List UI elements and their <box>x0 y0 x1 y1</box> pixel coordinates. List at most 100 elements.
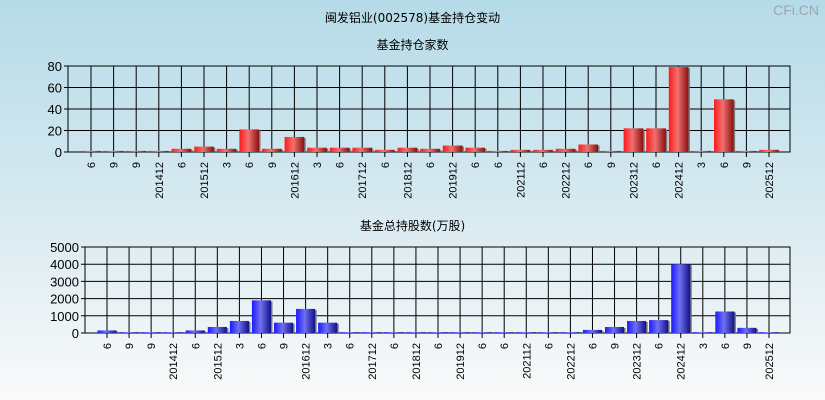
x-tick-label: 201712 <box>367 343 379 380</box>
y-tick-label: 60 <box>48 81 62 96</box>
x-tick-label: 201812 <box>402 162 414 199</box>
x-tick-label: 202412 <box>676 343 688 380</box>
x-tick-label: 202312 <box>628 162 640 199</box>
bar <box>103 150 124 152</box>
x-tick-label: 9 <box>606 162 618 168</box>
bar <box>450 332 470 333</box>
x-tick-label: 6 <box>651 162 663 168</box>
bar <box>229 320 249 333</box>
x-tick-label: 6 <box>380 162 392 168</box>
bar <box>516 332 536 333</box>
x-tick-label: 3 <box>312 162 324 168</box>
x-tick-label: 6 <box>102 343 114 349</box>
bar <box>216 148 237 152</box>
x-tick-label: 201512 <box>199 162 211 199</box>
x-tick-label: 6 <box>719 162 731 168</box>
x-tick-label: 201912 <box>448 162 460 199</box>
x-tick-label: 9 <box>742 343 754 349</box>
bar <box>194 146 214 152</box>
x-tick-label: 9 <box>267 162 279 168</box>
x-tick-label: 3 <box>698 343 710 349</box>
bar <box>736 150 757 152</box>
x-tick-label: 6 <box>176 162 188 168</box>
x-tick-label: 3 <box>696 162 708 168</box>
bar <box>582 329 602 333</box>
x-tick-label: 202512 <box>764 162 776 199</box>
y-tick-label: 20 <box>48 124 62 139</box>
bar <box>472 332 492 333</box>
x-tick-label: 6 <box>389 343 401 349</box>
bar <box>465 147 485 152</box>
bar <box>149 150 169 152</box>
x-tick-label: 3 <box>222 162 234 168</box>
x-tick-label: 201612 <box>301 343 313 380</box>
x-tick-label: 202212 <box>561 162 573 199</box>
bar <box>693 332 713 333</box>
x-tick-label: 6 <box>86 162 98 168</box>
cfi-logo: CFi.CN <box>773 2 819 18</box>
bar <box>488 150 508 152</box>
x-tick-label: 3 <box>234 343 246 349</box>
bar <box>185 330 205 333</box>
x-tick-label: 3 <box>323 343 335 349</box>
bar <box>759 149 779 152</box>
x-tick-label: 201612 <box>289 162 301 199</box>
page-title: 闽发铝业(002578)基金持仓变动 <box>324 11 501 25</box>
y-tick-label: 0 <box>55 145 62 160</box>
chart-title-holders: 基金持仓家数 <box>376 38 449 52</box>
x-tick-label: 9 <box>146 343 158 349</box>
y-tick-label: 1000 <box>50 309 79 324</box>
x-tick-label: 201512 <box>212 343 224 380</box>
bar <box>533 149 553 152</box>
x-tick-label: 6 <box>583 162 595 168</box>
bar <box>714 99 734 152</box>
bar <box>649 320 669 333</box>
bar <box>296 308 316 333</box>
bar <box>126 150 146 152</box>
x-tick-label: 9 <box>610 343 622 349</box>
bar <box>397 147 418 152</box>
x-tick-label: 201812 <box>411 343 423 380</box>
bar <box>578 144 598 152</box>
bar <box>284 136 305 152</box>
y-tick-label: 0 <box>72 326 79 341</box>
y-tick-label: 40 <box>48 102 62 117</box>
bar <box>442 145 463 152</box>
x-tick-label: 6 <box>538 162 550 168</box>
bar <box>605 326 625 333</box>
bar <box>362 332 382 333</box>
x-tick-label: 6 <box>543 343 555 349</box>
x-tick-label: 202112 <box>521 343 533 379</box>
bar <box>494 332 514 333</box>
x-tick-label: 201712 <box>357 162 369 199</box>
x-tick-label: 202412 <box>674 162 686 199</box>
y-tick-label: 2000 <box>50 292 79 307</box>
bar <box>601 150 621 152</box>
x-tick-label: 6 <box>587 343 599 349</box>
bar <box>352 147 372 152</box>
y-tick-label: 4000 <box>50 257 79 272</box>
bar <box>318 322 338 333</box>
bar <box>420 148 440 152</box>
x-tick-label: 202112 <box>515 162 527 198</box>
x-tick-label: 6 <box>499 343 511 349</box>
bar <box>384 332 404 333</box>
bar <box>171 148 192 152</box>
x-tick-label: 9 <box>279 343 291 349</box>
bar <box>623 128 644 152</box>
bar <box>691 150 711 152</box>
x-tick-label: 202512 <box>764 343 776 380</box>
x-tick-label: 6 <box>256 343 268 349</box>
x-tick-label: 9 <box>131 162 143 168</box>
x-tick-label: 202212 <box>565 343 577 380</box>
bar <box>560 332 580 333</box>
x-tick-label: 6 <box>720 343 732 349</box>
bar <box>119 332 139 333</box>
chart-holders: 0 20 40 60 80 6 9 9 201412 6 201512 3 6 9 201612 3 6 2017… <box>48 59 791 199</box>
x-tick-label: 9 <box>109 162 121 168</box>
x-tick-label: 6 <box>345 343 357 349</box>
bar <box>715 311 735 333</box>
chart-title-shares: 基金总持股数(万股) <box>359 219 466 233</box>
bar <box>141 332 161 333</box>
